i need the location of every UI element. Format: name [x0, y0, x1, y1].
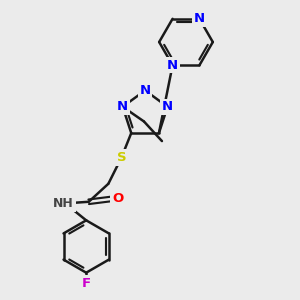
Text: F: F: [82, 277, 91, 290]
Text: S: S: [117, 151, 126, 164]
Text: N: N: [194, 12, 205, 25]
Text: N: N: [162, 100, 173, 113]
Text: N: N: [167, 59, 178, 72]
Text: N: N: [140, 84, 151, 97]
Text: N: N: [117, 100, 128, 113]
Text: NH: NH: [53, 197, 74, 210]
Text: O: O: [112, 192, 123, 205]
